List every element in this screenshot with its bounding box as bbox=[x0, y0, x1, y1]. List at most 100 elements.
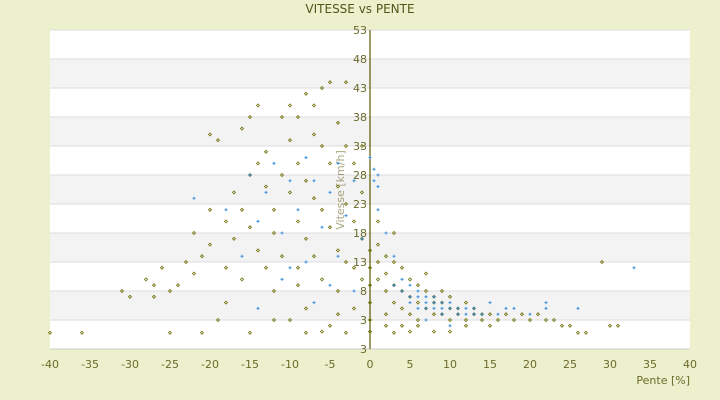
y-tick-label: 13 bbox=[353, 256, 367, 269]
x-tick-label: 10 bbox=[443, 358, 457, 371]
data-point-diamond bbox=[343, 80, 349, 85]
data-point-plus bbox=[288, 266, 292, 270]
data-point-diamond bbox=[255, 248, 261, 253]
data-point-diamond bbox=[359, 190, 365, 195]
data-point-diamond bbox=[519, 312, 525, 317]
data-point-plus bbox=[360, 237, 364, 241]
data-point-diamond bbox=[303, 91, 309, 96]
data-point-diamond bbox=[583, 330, 589, 335]
data-point-diamond bbox=[599, 259, 605, 265]
data-point-plus bbox=[224, 208, 228, 212]
data-point-diamond bbox=[303, 236, 309, 241]
data-point-diamond bbox=[351, 265, 357, 270]
data-point-diamond bbox=[319, 85, 325, 91]
data-point-diamond bbox=[327, 161, 333, 166]
data-point-diamond bbox=[535, 312, 541, 317]
data-point-diamond bbox=[175, 283, 181, 288]
data-point-diamond bbox=[335, 248, 341, 253]
data-point-plus bbox=[384, 231, 388, 235]
data-point-diamond bbox=[223, 300, 229, 305]
data-point-plus bbox=[296, 208, 300, 212]
y-tick-label: 38 bbox=[353, 111, 367, 124]
data-point-plus bbox=[240, 254, 244, 258]
data-point-diamond bbox=[367, 248, 373, 253]
data-point-diamond bbox=[391, 259, 397, 265]
data-point-diamond bbox=[319, 277, 325, 282]
data-point-plus bbox=[432, 301, 436, 305]
data-point-diamond bbox=[263, 149, 269, 154]
data-point-diamond bbox=[247, 114, 253, 120]
data-point-plus bbox=[424, 306, 428, 310]
x-tick-label: -15 bbox=[241, 358, 259, 371]
data-point-diamond bbox=[199, 254, 205, 259]
data-point-plus bbox=[392, 254, 396, 258]
data-point-diamond bbox=[311, 196, 317, 201]
data-point-plus bbox=[408, 301, 412, 305]
data-point-plus bbox=[416, 295, 420, 299]
data-point-diamond bbox=[271, 288, 277, 294]
data-point-diamond bbox=[151, 283, 157, 288]
data-point-diamond bbox=[343, 259, 349, 265]
data-point-diamond bbox=[271, 317, 277, 323]
data-point-plus bbox=[312, 179, 316, 183]
data-point-plus bbox=[408, 295, 412, 299]
data-point-diamond bbox=[575, 330, 581, 335]
data-point-plus bbox=[400, 289, 404, 293]
data-point-diamond bbox=[391, 300, 397, 305]
data-point-diamond bbox=[503, 312, 509, 317]
data-point-diamond bbox=[287, 190, 293, 195]
data-point-plus bbox=[328, 283, 332, 287]
data-point-diamond bbox=[263, 184, 269, 189]
data-point-plus bbox=[632, 266, 636, 270]
data-point-diamond bbox=[303, 306, 309, 311]
data-point-diamond bbox=[615, 323, 621, 328]
data-point-plus bbox=[344, 214, 348, 218]
data-point-diamond bbox=[359, 277, 365, 282]
data-point-diamond bbox=[567, 323, 573, 328]
data-point-diamond bbox=[431, 312, 437, 317]
data-point-plus bbox=[336, 161, 340, 165]
data-point-plus bbox=[456, 312, 460, 316]
data-point-diamond bbox=[343, 330, 349, 335]
data-point-diamond bbox=[407, 312, 413, 317]
data-point-plus bbox=[376, 208, 380, 212]
data-point-diamond bbox=[439, 288, 445, 294]
data-point-diamond bbox=[215, 138, 221, 143]
data-point-diamond bbox=[303, 330, 309, 335]
y-tick-label: 3 bbox=[360, 314, 367, 327]
data-point-plus bbox=[372, 167, 376, 171]
data-point-plus bbox=[264, 190, 268, 194]
data-point-diamond bbox=[151, 294, 157, 299]
data-point-diamond bbox=[335, 312, 341, 317]
data-point-diamond bbox=[167, 288, 173, 294]
data-point-diamond bbox=[231, 236, 237, 241]
data-point-plus bbox=[368, 156, 372, 160]
data-point-diamond bbox=[463, 300, 469, 305]
x-tick-label: 15 bbox=[483, 358, 497, 371]
data-point-diamond bbox=[311, 254, 317, 259]
data-point-diamond bbox=[431, 329, 437, 334]
data-point-plus bbox=[472, 312, 476, 316]
data-point-diamond bbox=[559, 323, 565, 328]
data-point-plus bbox=[288, 179, 292, 183]
data-point-plus bbox=[424, 318, 428, 322]
data-point-diamond bbox=[287, 317, 293, 323]
data-point-plus bbox=[328, 190, 332, 194]
data-point-diamond bbox=[447, 294, 453, 299]
x-tick-label: -25 bbox=[161, 358, 179, 371]
data-point-plus bbox=[320, 225, 324, 229]
data-point-plus bbox=[312, 301, 316, 305]
data-point-diamond bbox=[383, 288, 389, 294]
data-point-diamond bbox=[191, 230, 197, 236]
x-tick-label: 5 bbox=[407, 358, 414, 371]
y-axis-label: Vitesse [km/h] bbox=[334, 150, 347, 230]
data-point-diamond bbox=[487, 312, 493, 317]
data-point-plus bbox=[304, 260, 308, 264]
data-point-diamond bbox=[383, 323, 389, 328]
y-tick-label: 8 bbox=[360, 285, 367, 298]
x-tick-label: 35 bbox=[643, 358, 657, 371]
data-point-diamond bbox=[335, 184, 341, 189]
data-point-plus bbox=[336, 254, 340, 258]
data-point-diamond bbox=[527, 317, 533, 323]
